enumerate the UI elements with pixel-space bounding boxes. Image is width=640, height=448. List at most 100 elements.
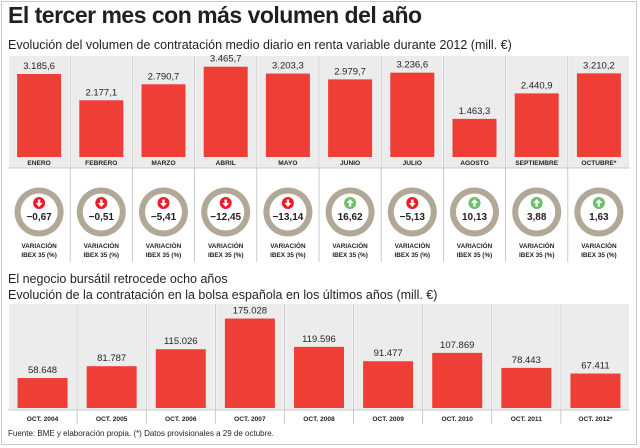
month-label: SEPTIEMBRE — [515, 160, 558, 167]
year-bar — [570, 373, 621, 408]
year-value-label: 81.787 — [97, 353, 126, 364]
year-value-label: 78.443 — [512, 355, 541, 366]
year-value-label: 58.648 — [28, 365, 57, 376]
month-value-label: 2.979,7 — [334, 66, 366, 77]
source-note: Fuente: BME y elaboración propia. (*) Da… — [8, 429, 274, 438]
ibex-caption-line1: VARIACIÓN — [146, 241, 182, 250]
year-value-label: 119.596 — [302, 334, 336, 345]
year-label: OCT. 2004 — [27, 416, 59, 423]
month-value-label: 2.790,7 — [148, 71, 180, 82]
year-value-label: 91.477 — [374, 348, 403, 359]
ibex-variation-value: −13,14 — [272, 212, 303, 223]
chart1-subtitle: Evolución del volumen de contratación me… — [8, 38, 512, 52]
month-bar — [390, 72, 435, 157]
year-label: OCT. 2012* — [578, 416, 613, 423]
month-bar — [576, 73, 621, 157]
arrow-up-glyph — [533, 199, 541, 207]
ibex-circle — [580, 193, 618, 231]
month-value-label: 2.440,9 — [521, 80, 553, 91]
ibex-variation-value: 3,88 — [527, 212, 547, 223]
year-label: OCT. 2010 — [441, 416, 473, 423]
year-bar — [501, 367, 552, 408]
ibex-caption-line2: IBEX 35 (%) — [332, 252, 368, 259]
ibex-circle — [393, 193, 431, 231]
ibex-variation-value: 16,62 — [338, 212, 363, 223]
month-value-label: 3.203,3 — [272, 61, 304, 72]
year-bar — [294, 346, 344, 408]
year-value-label: 67.411 — [581, 361, 609, 372]
chart2-title: El negocio bursátil retrocede ocho años — [8, 272, 228, 286]
ibex-variation-value: −0,51 — [89, 212, 115, 223]
arrow-up-glyph — [471, 199, 478, 207]
year-label: OCT. 2011 — [511, 416, 542, 423]
ibex-variation-value: 1,63 — [589, 212, 609, 223]
month-value-label: 3.185,6 — [23, 61, 55, 72]
month-value-label: 1.463,3 — [459, 106, 491, 117]
ibex-circle — [207, 193, 245, 231]
year-value-label: 175.028 — [233, 306, 267, 317]
ibex-caption-line2: IBEX 35 (%) — [519, 252, 555, 259]
month-label: JULIO — [403, 160, 422, 167]
ibex-caption-line2: IBEX 35 (%) — [84, 252, 120, 259]
ibex-circle — [518, 193, 556, 231]
month-value-label: 3.465,7 — [210, 54, 242, 65]
arrow-up-glyph — [346, 199, 354, 207]
ibex-variation-value: −5,41 — [151, 212, 177, 223]
ibex-caption-line2: IBEX 35 (%) — [270, 252, 306, 259]
ibex-circle — [145, 193, 182, 231]
year-bar — [17, 378, 68, 408]
page-title: El tercer mes con más volumen del año — [8, 2, 422, 28]
month-bar — [141, 84, 186, 157]
month-label: ABRIL — [216, 160, 236, 167]
ibex-variation-value: −5,13 — [400, 212, 426, 223]
arrow-down-glyph — [160, 199, 167, 207]
ibex-caption-line1: VARIACIÓN — [395, 241, 431, 250]
arrow-down-glyph — [35, 199, 43, 207]
year-label: OCT. 2005 — [96, 416, 128, 423]
year-label: OCT. 2007 — [234, 416, 266, 423]
ibex-caption-line2: IBEX 35 (%) — [457, 252, 493, 259]
ibex-caption-line1: VARIACIÓN — [270, 241, 306, 250]
year-bar — [155, 349, 206, 408]
month-label: FEBRERO — [85, 160, 117, 167]
year-bar — [432, 352, 483, 408]
ibex-caption-line1: VARIACIÓN — [332, 241, 368, 250]
year-value-label: 107.869 — [440, 340, 474, 351]
month-bar — [203, 66, 248, 157]
month-bar — [79, 100, 124, 157]
month-label: OCTUBRE* — [581, 160, 617, 167]
month-label: MAYO — [278, 160, 297, 167]
ibex-circle — [20, 193, 58, 231]
arrow-down-glyph — [408, 199, 416, 207]
month-label: MARZO — [151, 160, 175, 167]
month-value-label: 2.177,1 — [85, 87, 117, 98]
ibex-caption-line1: VARIACIÓN — [208, 241, 244, 250]
arrow-up-glyph — [595, 199, 603, 207]
ibex-caption-line1: VARIACIÓN — [457, 241, 493, 250]
ibex-circle — [331, 193, 369, 231]
year-bar — [224, 318, 275, 408]
month-bar — [452, 118, 497, 157]
ibex-caption-line1: VARIACIÓN — [519, 241, 555, 250]
ibex-variation-value: 10,13 — [462, 212, 487, 223]
arrow-down-glyph — [222, 199, 230, 207]
month-label: JUNIO — [340, 160, 360, 167]
ibex-caption-line1: VARIACIÓN — [84, 241, 120, 250]
year-bar — [86, 366, 137, 408]
ibex-caption-line1: VARIACIÓN — [21, 241, 57, 250]
ibex-circle — [82, 193, 120, 231]
ibex-circle — [456, 193, 493, 231]
month-value-label: 3.210,2 — [583, 60, 615, 71]
ibex-caption-line2: IBEX 35 (%) — [21, 252, 57, 259]
arrow-down-glyph — [97, 199, 105, 207]
year-value-label: 115.026 — [164, 336, 198, 347]
ibex-circle — [269, 193, 307, 231]
ibex-caption-line2: IBEX 35 (%) — [208, 252, 244, 259]
arrow-down-glyph — [284, 199, 292, 207]
month-value-label: 3.236,6 — [396, 60, 428, 71]
month-label: ENERO — [27, 160, 50, 167]
ibex-caption-line1: VARIACIÓN — [581, 241, 617, 250]
ibex-caption-line2: IBEX 35 (%) — [581, 252, 617, 259]
